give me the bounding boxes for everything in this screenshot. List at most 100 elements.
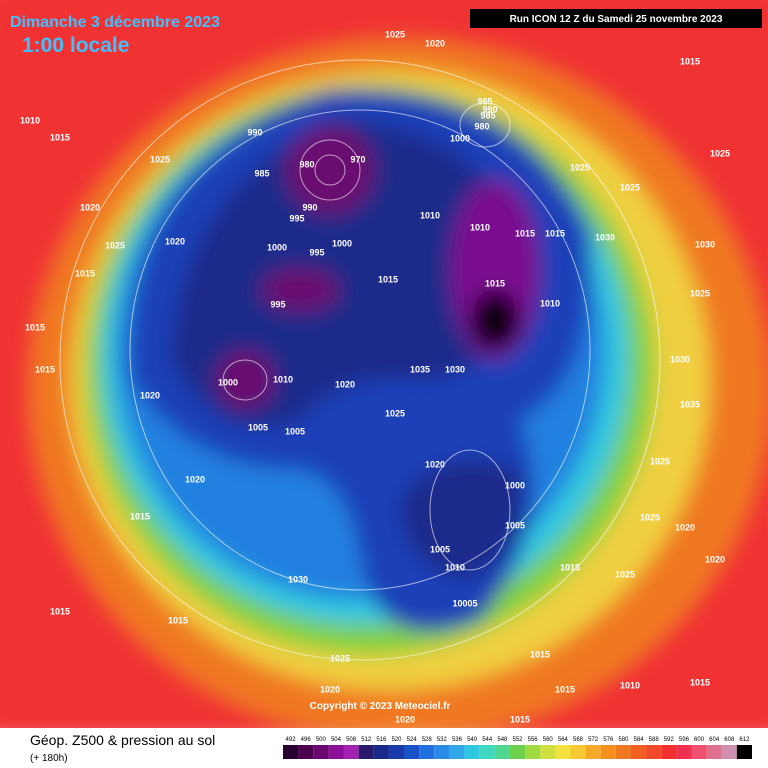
legend-label: 520 [391, 737, 402, 743]
isobar-label: 1025 [710, 148, 730, 158]
isobar-label: 995 [289, 213, 304, 223]
isobar-label: 1015 [130, 511, 150, 521]
isobar-label: 1020 [185, 474, 205, 484]
isobar-label: 1025 [620, 182, 640, 192]
isobar-label: 1025 [150, 154, 170, 164]
isobar-label: 1000 [450, 133, 470, 143]
legend-label: 600 [694, 737, 705, 743]
isobar-label: 990 [482, 104, 497, 114]
isobar-lines [59, 59, 661, 661]
legend-label: 492 [286, 737, 297, 743]
isobar-label: 1005 [248, 422, 268, 432]
isobar-label: 995 [309, 247, 324, 257]
legend-swatch [691, 745, 707, 759]
isobar-label: 1010 [620, 680, 640, 690]
legend-label: 560 [543, 737, 554, 743]
legend-label: 604 [709, 737, 720, 743]
legend-swatch [298, 745, 314, 759]
isobar-label: 1030 [670, 354, 690, 364]
legend-label: 508 [346, 737, 357, 743]
isobar-label: 1025 [570, 162, 590, 172]
isobar-label: 1020 [80, 202, 100, 212]
isobar-label: 1005 [285, 426, 305, 436]
legend-label: 576 [603, 737, 614, 743]
legend-label: 592 [664, 737, 675, 743]
isobar-label: 985 [254, 168, 269, 178]
isobar-label: 1000 [267, 242, 287, 252]
isobar-label: 1000 [218, 377, 238, 387]
isobar-label: 1035 [680, 399, 700, 409]
legend-swatch [434, 745, 450, 759]
isobar-label: 1030 [595, 232, 615, 242]
isobar-label: 1020 [395, 714, 415, 724]
isobar-label: 1025 [640, 512, 660, 522]
isobar-label: 1015 [545, 228, 565, 238]
isobar-label: 1000 [332, 238, 352, 248]
legend-title: Géop. Z500 & pression au sol [30, 732, 215, 748]
legend-label: 552 [512, 737, 523, 743]
isobar-label: 1020 [425, 459, 445, 469]
isobar-label: 1015 [485, 278, 505, 288]
isobar-label: 1010 [445, 562, 465, 572]
isobar-label: 1025 [690, 288, 710, 298]
legend-swatch [419, 745, 435, 759]
legend-swatch [525, 745, 541, 759]
legend-label: 516 [376, 737, 387, 743]
legend-label: 504 [331, 737, 342, 743]
time: 1:00 locale [22, 34, 129, 57]
legend-swatch [328, 745, 344, 759]
legend-swatch [615, 745, 631, 759]
legend-subtitle: (+ 180h) [30, 753, 68, 764]
legend-label: 564 [558, 737, 569, 743]
legend-swatch [646, 745, 662, 759]
legend-swatch [449, 745, 465, 759]
legend-swatch [676, 745, 692, 759]
isobar-label: 995 [477, 96, 492, 106]
isobar-label: 1020 [425, 38, 445, 48]
isobar-label: 1005 [505, 520, 525, 530]
isobar-label: 1010 [540, 298, 560, 308]
legend-label: 580 [618, 737, 629, 743]
isobar-label: 985 [480, 110, 495, 120]
isobar-label: 1000 [505, 480, 525, 490]
legend-label: 584 [634, 737, 645, 743]
isobar-label: 1030 [695, 239, 715, 249]
isobar-label: 990 [302, 202, 317, 212]
isobar-label: 1005 [430, 544, 450, 554]
isobar-label: 10005 [452, 598, 477, 608]
legend-label: 528 [422, 737, 433, 743]
isobar-label: 1010 [20, 115, 40, 125]
legend-label: 596 [679, 737, 690, 743]
legend-swatch [585, 745, 601, 759]
isobar-label: 1025 [330, 653, 350, 663]
isobar-label: 1015 [25, 322, 45, 332]
isobar-label: 970 [350, 154, 365, 164]
isobar-label: 980 [474, 121, 489, 131]
isobar-label: 980 [299, 159, 314, 169]
isobar-label: 1010 [420, 210, 440, 220]
isobar-label: 1015 [75, 268, 95, 278]
legend-label: 556 [528, 737, 539, 743]
isobar-label: 1015 [515, 228, 535, 238]
legend-label: 536 [452, 737, 463, 743]
run-box [470, 9, 762, 28]
legend-label: 612 [739, 737, 750, 743]
isobar-label: 1025 [615, 569, 635, 579]
legend-swatch [600, 745, 616, 759]
legend-swatch [555, 745, 571, 759]
isobar-label: 1025 [385, 29, 405, 39]
isobar-label: 1020 [705, 554, 725, 564]
isobar-label: 1020 [140, 390, 160, 400]
legend-swatch [736, 745, 752, 759]
isobar-label: 1015 [555, 684, 575, 694]
date: Dimanche 3 décembre 2023 [10, 14, 220, 31]
isobar-label: 1020 [335, 379, 355, 389]
isobar-label: 1025 [650, 456, 670, 466]
legend-swatch [313, 745, 329, 759]
isobar-label: 1015 [560, 562, 580, 572]
isobar-label: 1020 [675, 522, 695, 532]
legend-label: 588 [649, 737, 660, 743]
isobar-label: 1015 [50, 132, 70, 142]
legend-swatch [358, 745, 374, 759]
